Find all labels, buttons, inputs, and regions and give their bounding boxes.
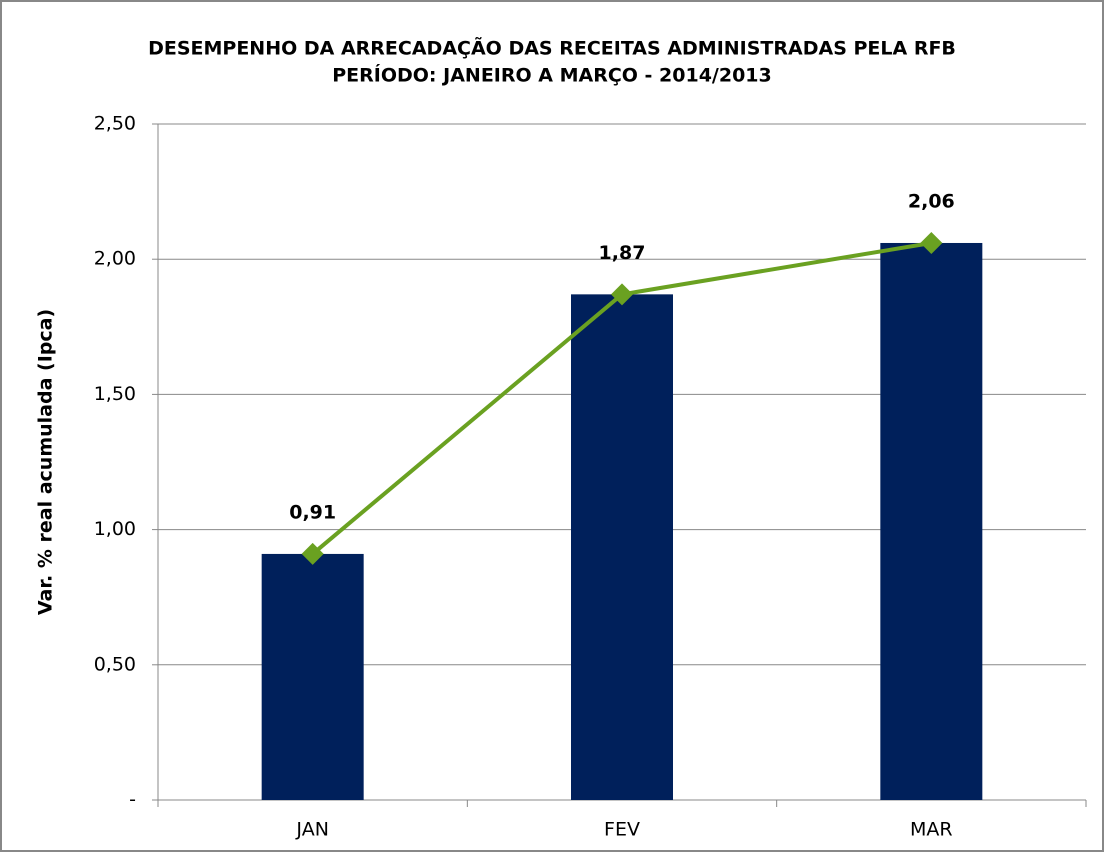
line-marker xyxy=(301,542,324,565)
bar xyxy=(880,242,983,800)
chart-subtitle: PERÍODO: JANEIRO A MARÇO - 2014/2013 xyxy=(332,64,772,87)
y-tick-label: 1,00 xyxy=(94,518,136,540)
data-label: 1,87 xyxy=(599,242,646,264)
bar xyxy=(261,553,364,800)
x-tick-label: MAR xyxy=(910,819,953,841)
y-axis-label: Var. % real acumulada (Ipca) xyxy=(35,309,57,615)
y-tick-label: - xyxy=(129,789,136,811)
chart-title: DESEMPENHO DA ARRECADAÇÃO DAS RECEITAS A… xyxy=(148,36,956,60)
data-label: 2,06 xyxy=(908,190,955,212)
line-marker xyxy=(611,283,633,306)
y-tick-label: 0,50 xyxy=(94,653,136,675)
y-tick-label: 1,50 xyxy=(94,383,136,405)
x-tick-label: FEV xyxy=(604,819,640,841)
bar xyxy=(571,294,673,800)
x-tick-label: JAN xyxy=(295,819,328,841)
y-tick-label: 2,00 xyxy=(94,248,136,270)
data-label: 0,91 xyxy=(289,501,336,523)
y-tick-label: 2,50 xyxy=(94,113,136,135)
line-marker xyxy=(920,231,943,254)
